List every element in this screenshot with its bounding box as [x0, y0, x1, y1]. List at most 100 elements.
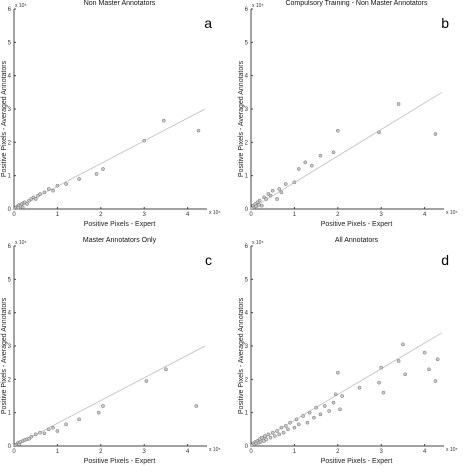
x-axis-title-a: Positive Pixels - Expert: [84, 221, 156, 228]
data-point-b-18: [292, 180, 297, 185]
panel-letter-d: d: [441, 252, 449, 268]
x-tick-label-a-2: 2: [99, 212, 103, 218]
scatter-chart-d: All Annotators d 0 1 2 3 4 5 6 0 1 2 3 4 x 10⁵ x 10⁵ Pos…: [238, 237, 458, 465]
y-exponent-b: x 10⁵: [252, 3, 264, 9]
x-tick-label-c-1: 1: [56, 449, 60, 455]
data-point-d-26: [296, 422, 301, 427]
data-point-d-43: [381, 390, 386, 395]
x-tick-label-b-4: 4: [423, 212, 427, 218]
y-tick-label-a-1: 1: [8, 174, 12, 180]
data-point-b-6: [257, 203, 261, 207]
panel-title-d: All Annotators: [335, 237, 379, 244]
data-point-d-30: [312, 415, 316, 420]
panel-letter-c: c: [205, 252, 212, 268]
data-point-b-25: [377, 130, 381, 135]
data-point-d-35: [331, 400, 336, 405]
x-tick-label-c-3: 3: [143, 449, 147, 455]
data-point-a-26: [161, 118, 166, 123]
data-point-c-17: [64, 422, 68, 427]
data-point-c-9: [27, 436, 31, 441]
data-point-a-27: [196, 128, 201, 133]
x-tick-label-b-3: 3: [380, 212, 384, 218]
data-point-a-16: [38, 192, 42, 196]
x-exponent-a: x 10⁵: [209, 210, 221, 216]
data-point-d-27: [301, 414, 305, 418]
panel-title-b: Compulsory Training - Non Master Annotat…: [285, 0, 428, 7]
data-point-a-14: [33, 197, 38, 201]
y-tick-label-d-3: 3: [245, 344, 249, 350]
data-point-d-50: [435, 357, 440, 362]
y-tick-label-a-2: 2: [8, 140, 12, 146]
data-point-d-9: [260, 435, 264, 440]
data-point-c-22: [164, 367, 168, 372]
y-exponent-d: x 10⁵: [252, 240, 264, 246]
y-tick-label-d-0: 0: [245, 444, 249, 450]
data-point-d-45: [401, 342, 405, 347]
data-point-c-14: [46, 427, 51, 432]
data-point-a-19: [51, 188, 55, 193]
data-point-c-20: [101, 404, 105, 408]
panel-c: Master Annotators Only c 0 1 2 3 4 5 6 0 1 2 3 4 x 10⁵…: [0, 237, 237, 474]
data-point-d-15: [270, 430, 275, 435]
panel-title-c: Master Annotators Only: [83, 237, 157, 244]
y-tick-label-b-6: 6: [245, 7, 249, 13]
data-point-a-23: [94, 172, 99, 176]
x-tick-label-a-1: 1: [56, 212, 60, 218]
x-tick-label-d-0: 0: [249, 449, 253, 455]
y-tick-label-c-5: 5: [8, 277, 12, 283]
data-point-b-15: [277, 187, 282, 191]
y-tick-label-c-4: 4: [8, 311, 12, 317]
y-tick-label-c-3: 3: [8, 344, 12, 350]
data-point-b-21: [309, 163, 314, 168]
data-point-a-10: [25, 202, 29, 206]
y-tick-label-c-0: 0: [8, 444, 12, 450]
data-point-d-32: [318, 412, 323, 417]
data-point-d-40: [357, 385, 362, 390]
y-tick-label-d-5: 5: [245, 277, 249, 283]
x-exponent-c: x 10⁵: [209, 447, 221, 453]
data-point-c-18: [77, 417, 81, 422]
panel-a: Non Master Annotators a 0 1 2 3 4 5 6 0 1 2 3 4 x 10⁵ x…: [0, 0, 237, 237]
data-point-d-41: [377, 380, 381, 385]
y-tick-label-b-4: 4: [245, 74, 249, 80]
data-point-b-22: [318, 153, 323, 158]
x-tick-label-d-2: 2: [336, 449, 340, 455]
panel-title-a: Non Master Annotators: [84, 0, 156, 7]
data-point-d-22: [286, 427, 290, 432]
data-point-d-19: [279, 425, 284, 430]
y-tick-label-b-5: 5: [245, 40, 249, 46]
y-tick-label-a-5: 5: [8, 40, 12, 46]
data-point-d-31: [314, 405, 318, 410]
data-point-d-24: [292, 425, 297, 430]
x-tick-label-b-1: 1: [293, 212, 297, 218]
data-point-c-11: [33, 432, 38, 437]
data-point-d-25: [294, 417, 299, 422]
data-point-c-13: [42, 431, 47, 436]
data-point-b-24: [336, 128, 340, 133]
fit-line-c: [13, 345, 206, 447]
data-point-d-20: [281, 430, 286, 435]
y-tick-label-b-0: 0: [245, 207, 249, 213]
y-tick-label-c-2: 2: [8, 377, 12, 383]
y-tick-label-d-1: 1: [245, 411, 249, 417]
data-point-d-8: [258, 440, 263, 444]
data-point-b-23: [331, 150, 336, 155]
data-point-c-23: [194, 404, 199, 408]
panel-d: All Annotators d 0 1 2 3 4 5 6 0 1 2 3 4 x 10⁵ x 10⁵ Pos…: [237, 237, 474, 474]
scatter-chart-a: Non Master Annotators a 0 1 2 3 4 5 6 0 1 2 3 4 x 10⁵ x…: [1, 0, 221, 228]
data-point-d-44: [396, 359, 401, 363]
panel-letter-b: b: [441, 15, 449, 31]
panel-letter-a: a: [204, 15, 212, 31]
data-point-b-20: [303, 160, 308, 165]
x-tick-label-a-3: 3: [143, 212, 147, 218]
x-axis-title-d: Positive Pixels - Expert: [321, 458, 393, 465]
data-point-b-10: [264, 197, 268, 201]
x-axis-title-c: Positive Pixels - Expert: [84, 458, 156, 465]
data-point-a-25: [142, 138, 147, 143]
data-point-c-21: [144, 379, 149, 383]
data-point-b-26: [396, 102, 401, 106]
y-axis-title-a: Positive Pixels - Averaged Annotators: [1, 60, 8, 177]
data-point-c-16: [55, 429, 60, 433]
data-point-b-17: [283, 182, 288, 186]
